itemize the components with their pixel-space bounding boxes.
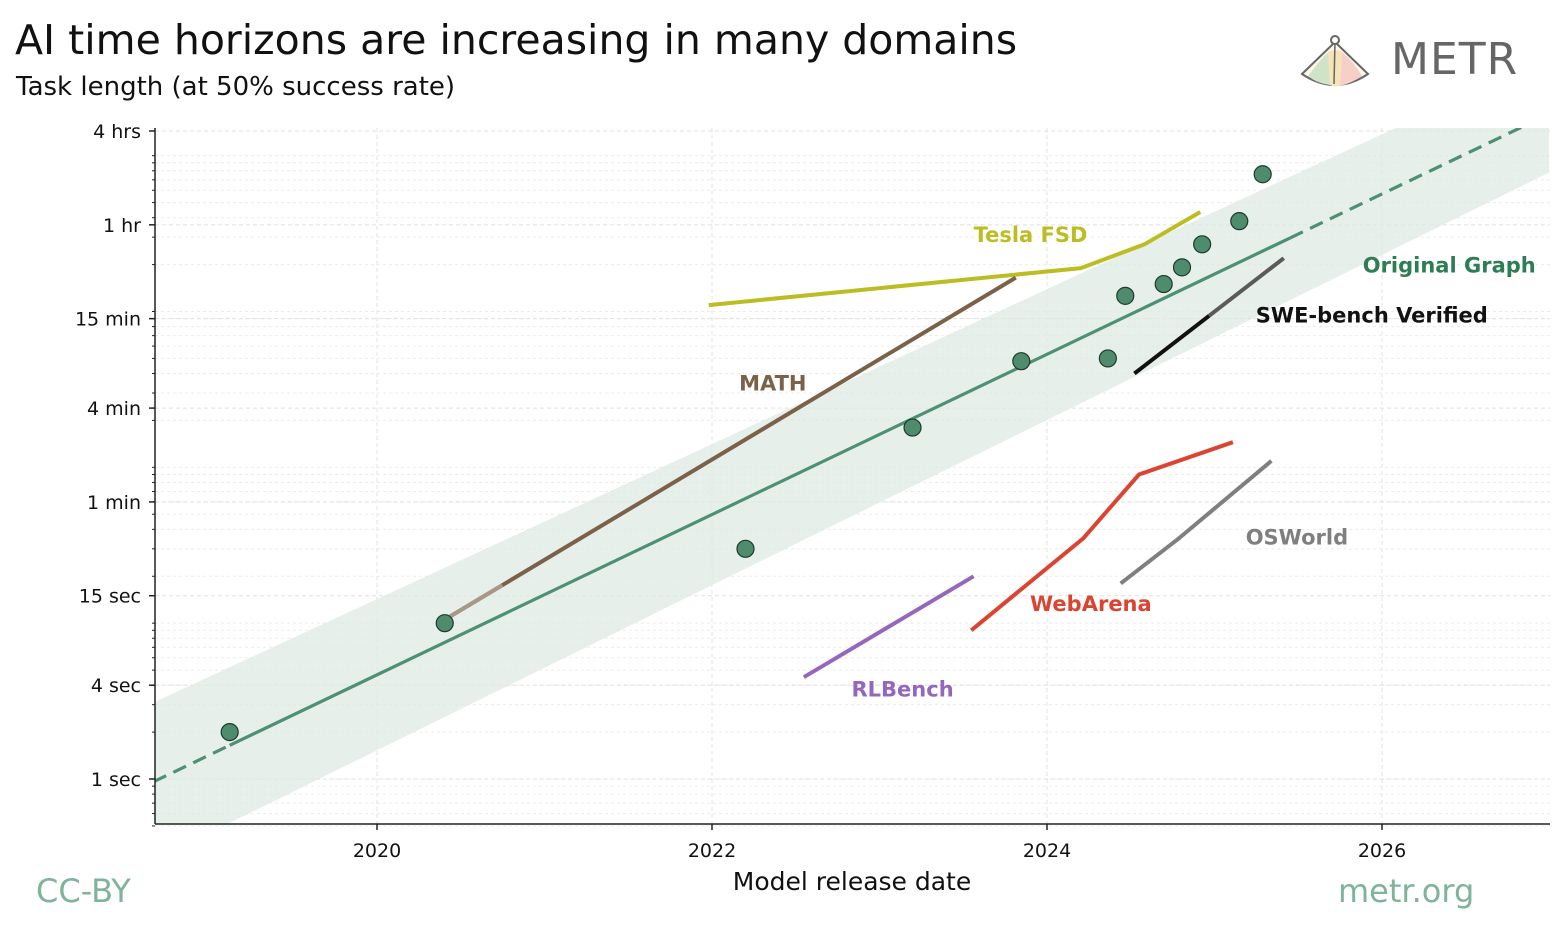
y-tick-label: 15 min xyxy=(75,309,141,331)
series-swe-bench-verified xyxy=(1133,256,1286,376)
series-labels: Tesla FSD MATH Original Graph SWE-bench Ver… xyxy=(739,223,1536,702)
x-tick-label: 2024 xyxy=(1023,840,1071,862)
model-point[interactable] xyxy=(1098,349,1117,368)
label-rlbench: RLBench xyxy=(852,678,954,702)
y-tick-label: 4 min xyxy=(87,398,141,420)
y-tick-label: 1 sec xyxy=(91,769,141,791)
chart-subtitle: Task length (at 50% success rate) xyxy=(16,72,456,102)
y-tick-label: 1 hr xyxy=(103,215,141,237)
model-points xyxy=(220,165,1272,742)
site-link[interactable]: metr.org xyxy=(1338,872,1475,910)
model-point[interactable] xyxy=(1253,165,1272,184)
label-swe-bench-verified: SWE-bench Verified xyxy=(1256,303,1488,327)
label-tesla-fsd: Tesla FSD xyxy=(974,223,1088,247)
model-point[interactable] xyxy=(1193,235,1212,254)
metr-logo-icon xyxy=(1300,35,1370,87)
x-tick-label: 2026 xyxy=(1358,840,1406,862)
series-line-swe-bench-verified xyxy=(1133,314,1211,376)
axes: 1 sec 4 sec 15 sec 1 min 4 min 15 min 1 hr 4 hr… xyxy=(75,121,1550,862)
model-point[interactable] xyxy=(1012,352,1031,371)
domain-series xyxy=(437,210,1286,679)
label-osworld: OSWorld xyxy=(1246,525,1348,549)
y-tick-label: 1 min xyxy=(87,492,141,514)
y-tick-label: 15 sec xyxy=(79,586,141,608)
model-point[interactable] xyxy=(903,418,922,437)
series-line-tesla-fsd xyxy=(708,210,1202,308)
series-line-osworld xyxy=(1119,459,1273,585)
confidence-band-area xyxy=(155,128,1550,824)
trend-projection-future xyxy=(1289,128,1524,240)
model-point[interactable] xyxy=(1154,274,1173,294)
brand-name: METR xyxy=(1391,34,1519,85)
brand-logo: METR xyxy=(1298,30,1528,92)
label-original-graph: Original Graph xyxy=(1363,254,1536,278)
series-line-rlbench xyxy=(802,574,975,679)
model-point[interactable] xyxy=(1230,212,1249,231)
series-line-webarena xyxy=(970,440,1234,632)
trend-projection-past xyxy=(155,743,231,783)
label-math: MATH xyxy=(739,372,806,396)
x-tick-label: 2020 xyxy=(353,840,401,862)
model-point[interactable] xyxy=(1116,286,1135,305)
y-tick-label: 4 sec xyxy=(91,675,141,697)
model-point[interactable] xyxy=(736,539,755,558)
confidence-band xyxy=(155,128,1550,824)
label-webarena: WebArena xyxy=(1030,592,1152,616)
trend-line xyxy=(155,128,1524,783)
license-label: CC-BY xyxy=(36,872,131,910)
model-point[interactable] xyxy=(1172,258,1192,277)
x-tick-label: 2022 xyxy=(688,840,736,862)
trend-fit-line xyxy=(229,236,1291,747)
chart-title: AI time horizons are increasing in many … xyxy=(15,16,1018,64)
series-line-math xyxy=(437,275,1017,625)
series-line-swe-bench-verified-tail xyxy=(1207,256,1286,318)
x-axis-title: Model release date xyxy=(733,867,972,896)
model-point[interactable] xyxy=(435,614,454,633)
y-tick-label: 4 hrs xyxy=(93,121,141,143)
model-point[interactable] xyxy=(220,722,239,742)
